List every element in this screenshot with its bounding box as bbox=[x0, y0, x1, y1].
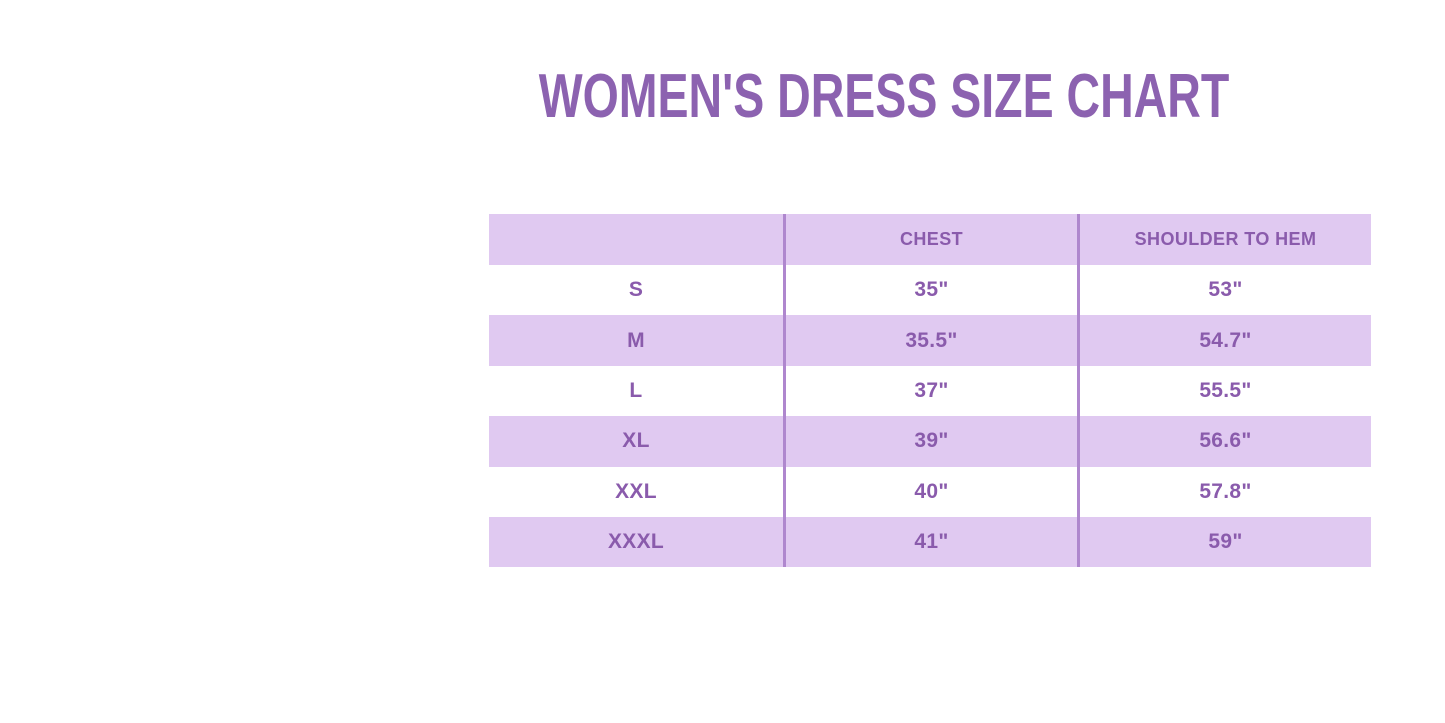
table-row: XXXL 41" 59" bbox=[489, 516, 1371, 568]
column-header-size bbox=[489, 214, 783, 265]
size-label: XL bbox=[622, 429, 650, 453]
chest-value: 37" bbox=[783, 365, 1077, 417]
table-row: XXL 40" 57.8" bbox=[489, 466, 1371, 517]
chest-value: 39" bbox=[783, 416, 1077, 467]
page-title: WOMEN'S DRESS SIZE CHART bbox=[538, 62, 1230, 131]
column-header-shoulder-to-hem: SHOULDER TO HEM bbox=[1077, 214, 1371, 265]
chest-value: 35" bbox=[783, 265, 1077, 316]
hem-value: 54.7" bbox=[1077, 315, 1371, 366]
chest-value: 41" bbox=[783, 516, 1077, 568]
size-label: M bbox=[627, 328, 645, 352]
hem-value: 56.6" bbox=[1077, 416, 1371, 467]
size-label: S bbox=[628, 278, 644, 302]
chest-value: 35.5" bbox=[783, 315, 1077, 366]
table-header-row: CHEST SHOULDER TO HEM bbox=[489, 214, 1371, 265]
hem-value: 53" bbox=[1077, 265, 1371, 316]
column-header-chest: CHEST bbox=[783, 214, 1077, 265]
size-label: XXL bbox=[615, 479, 657, 503]
chest-value: 40" bbox=[783, 466, 1077, 517]
hem-value: 55.5" bbox=[1077, 365, 1371, 417]
size-label: XXXL bbox=[607, 530, 665, 554]
table-row: XL 39" 56.6" bbox=[489, 416, 1371, 467]
table-row: L 37" 55.5" bbox=[489, 365, 1371, 417]
hem-value: 57.8" bbox=[1077, 466, 1371, 517]
size-label: L bbox=[629, 378, 643, 402]
hem-value: 59" bbox=[1077, 516, 1371, 568]
size-chart-table: CHEST SHOULDER TO HEM S 35" 53" M 35.5" … bbox=[489, 214, 1371, 568]
table-row: M 35.5" 54.7" bbox=[489, 315, 1371, 366]
table-row: S 35" 53" bbox=[489, 265, 1371, 316]
